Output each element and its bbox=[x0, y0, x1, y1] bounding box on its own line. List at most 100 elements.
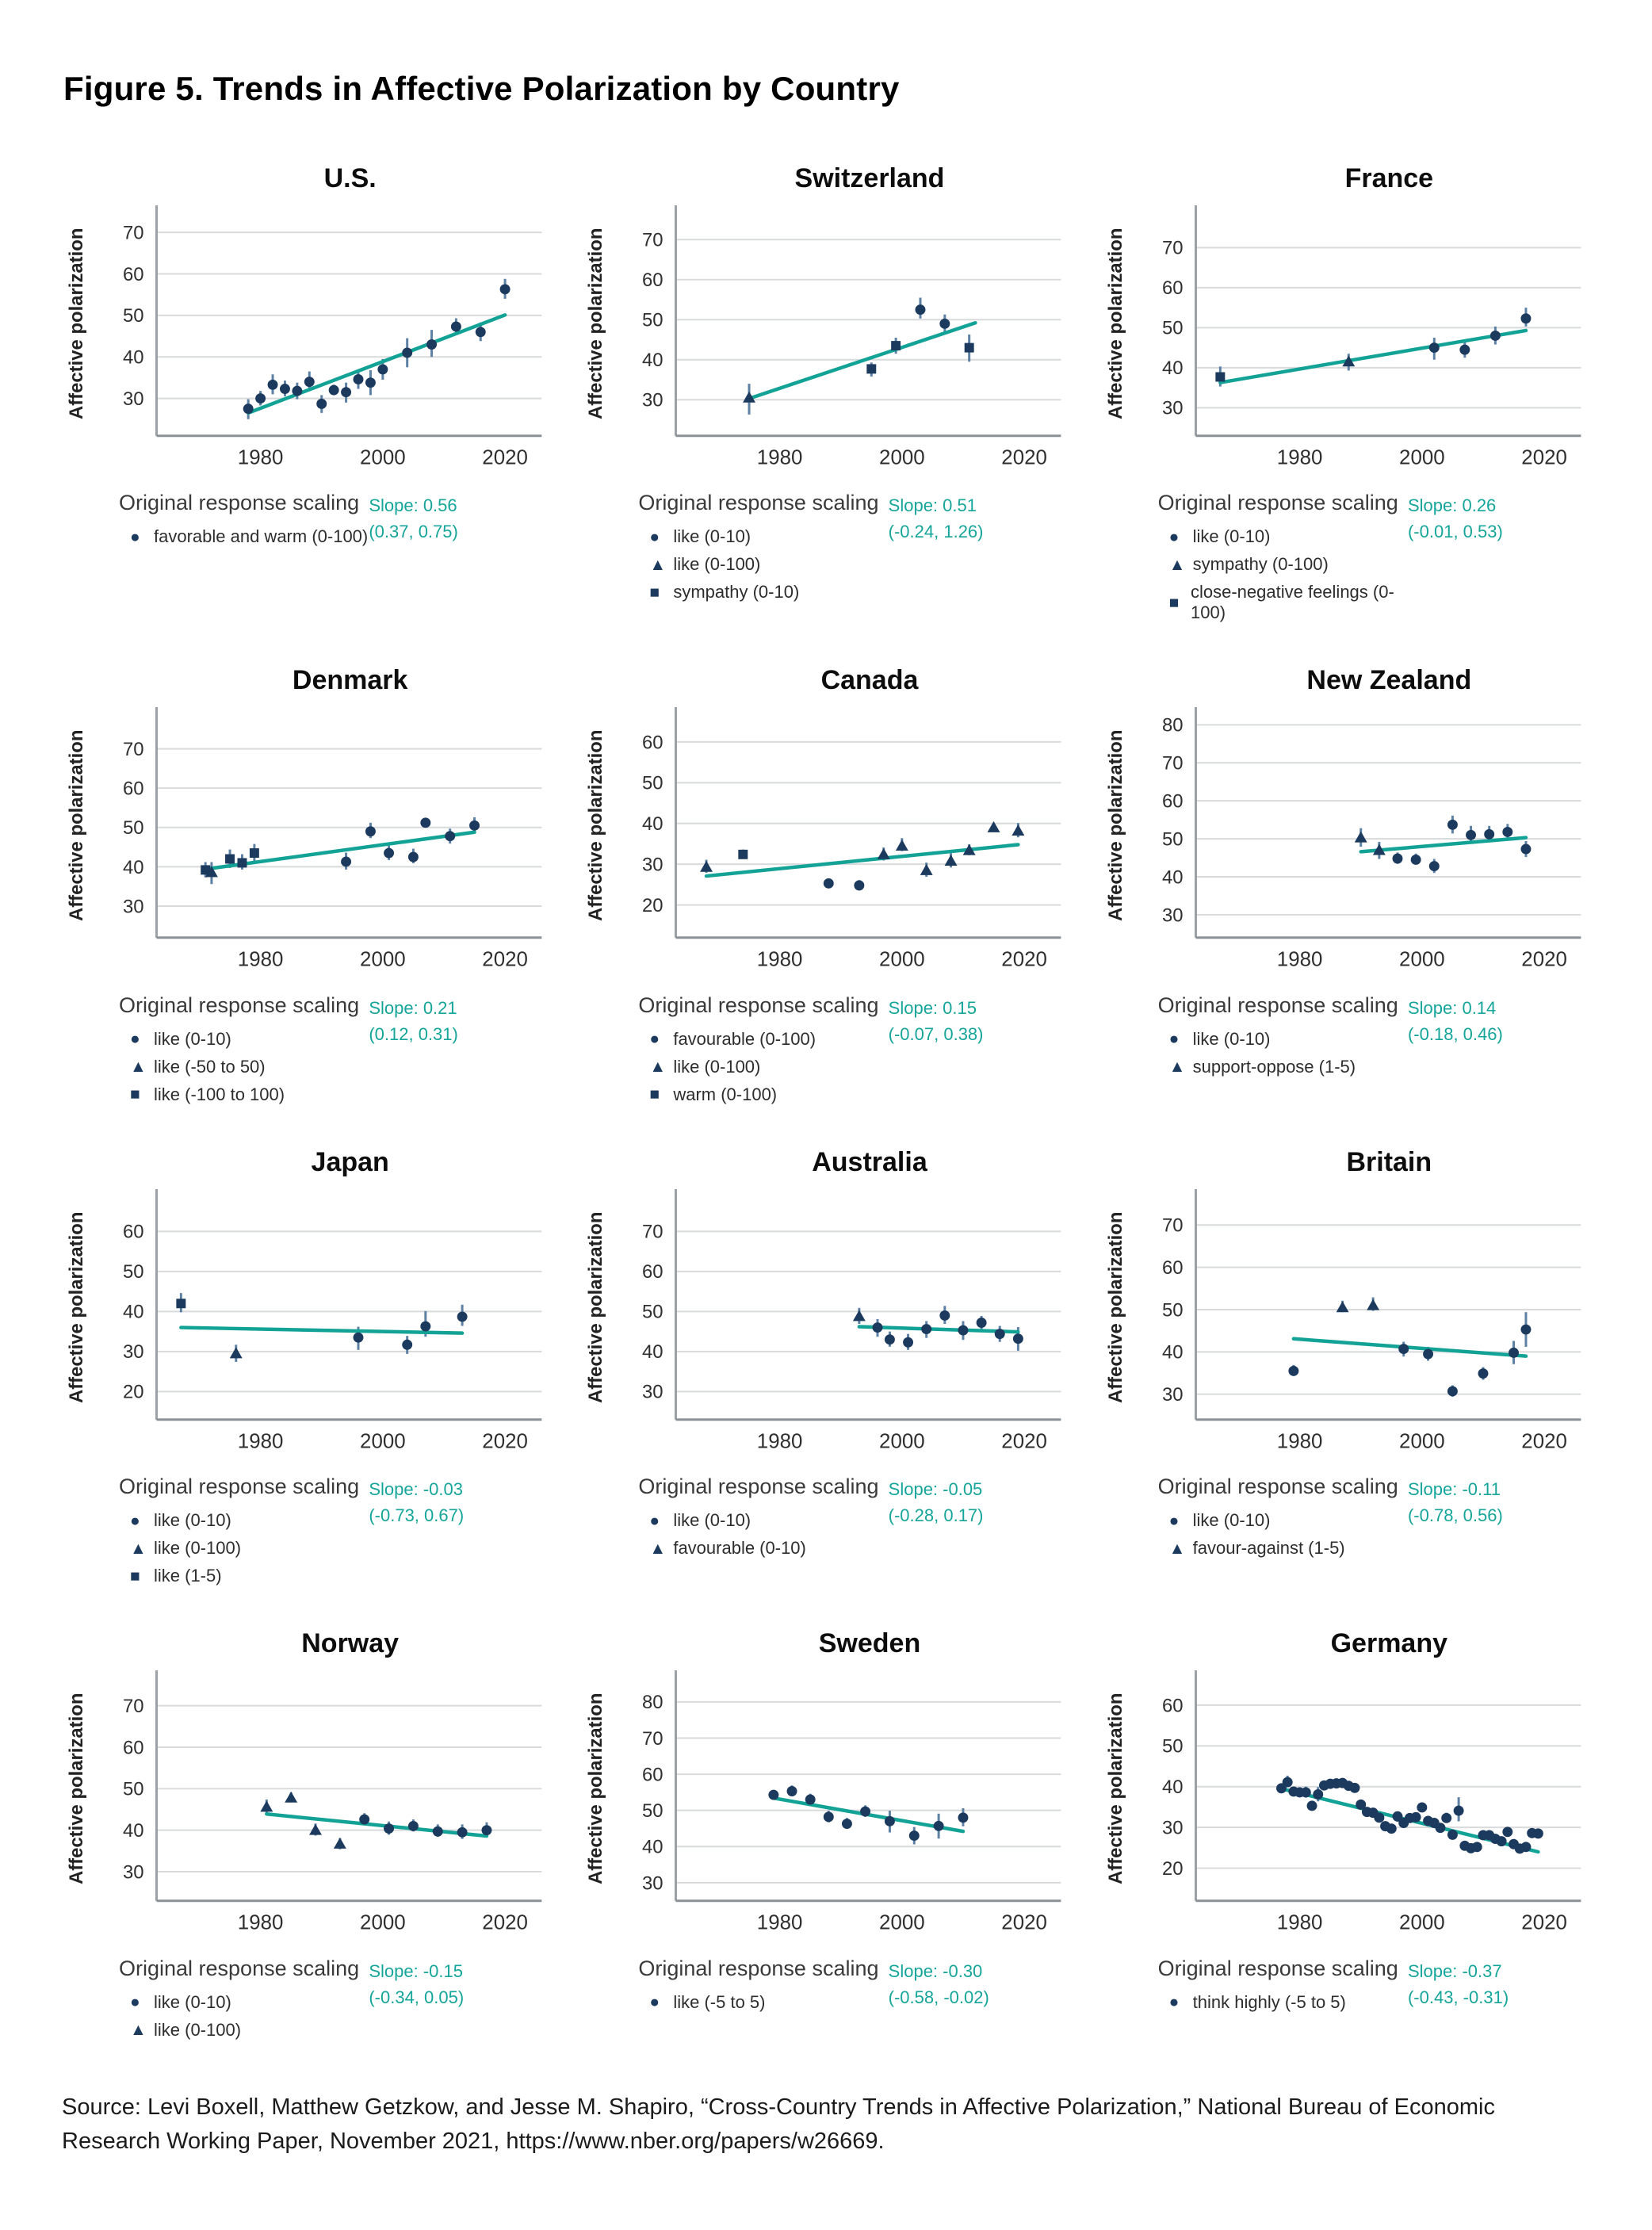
y-tick-label: 70 bbox=[123, 222, 144, 243]
legend-item-label: like (1-5) bbox=[154, 1566, 222, 1586]
legend-item: ■ sympathy (0-10) bbox=[649, 582, 888, 602]
legend-item: ▲ favour-against (1-5) bbox=[1169, 1538, 1408, 1559]
data-points bbox=[201, 817, 480, 878]
legend-item: ▲ favourable (0-10) bbox=[649, 1538, 888, 1559]
square-marker-icon: ■ bbox=[130, 1566, 140, 1585]
x-tick-label: 1980 bbox=[1276, 1430, 1322, 1452]
figure-title: Figure 5. Trends in Affective Polarizati… bbox=[63, 70, 900, 107]
gridlines bbox=[156, 231, 542, 400]
data-points bbox=[853, 1310, 1024, 1348]
y-tick-label: 60 bbox=[642, 1261, 663, 1283]
data-points bbox=[743, 304, 974, 403]
x-tick-label: 2020 bbox=[482, 949, 528, 971]
y-axis-label: Affective polarization bbox=[66, 730, 87, 921]
y-tick-label: 80 bbox=[642, 1693, 663, 1714]
country-title: Britain bbox=[1346, 1146, 1432, 1177]
slope-annotation: Slope: 0.51 (-0.24, 1.26) bbox=[889, 491, 1071, 610]
slope-annotation: Slope: 0.21 (0.12, 0.31) bbox=[369, 993, 551, 1112]
country-title: Germany bbox=[1330, 1628, 1448, 1659]
data-points bbox=[768, 1786, 969, 1842]
country-panel: Australia 30 40 50 60 70 1980 2000 2020 Affectiv… bbox=[581, 1147, 1070, 1593]
circle-marker-icon: ● bbox=[1168, 1993, 1180, 2012]
legend-item-label: like (0-10) bbox=[154, 1510, 231, 1531]
data-points bbox=[260, 1792, 492, 1849]
x-tick-label: 1980 bbox=[757, 1430, 803, 1452]
x-tick-label: 2020 bbox=[482, 1912, 528, 1934]
data-points bbox=[176, 1299, 468, 1359]
legend-item: ▲ support-oppose (1-5) bbox=[1169, 1057, 1408, 1077]
x-tick-label: 1980 bbox=[238, 1912, 284, 1934]
legend-item: ● like (0-10) bbox=[1169, 526, 1408, 547]
slope-ci: (-0.24, 1.26) bbox=[888, 522, 984, 542]
x-tick-label: 2000 bbox=[1399, 1912, 1445, 1934]
legend-item: ▲ like (-50 to 50) bbox=[130, 1057, 369, 1077]
y-tick-label: 30 bbox=[642, 1382, 663, 1403]
gridlines bbox=[1195, 1224, 1581, 1395]
x-tick-label: 2000 bbox=[360, 1430, 406, 1452]
slope-annotation: Slope: -0.05 (-0.28, 0.17) bbox=[889, 1475, 1071, 1566]
x-tick-label: 2000 bbox=[879, 1912, 925, 1934]
y-tick-label: 70 bbox=[642, 230, 663, 251]
y-axis-label: Affective polarization bbox=[585, 730, 606, 921]
gridlines bbox=[675, 1230, 1061, 1393]
legend: ● like (0-10) ▲ support-oppose (1-5) bbox=[1158, 1029, 1408, 1077]
scatter-plot: 30 40 50 60 70 1980 2000 2020 Affective polariza… bbox=[1105, 205, 1581, 469]
data-points bbox=[243, 284, 511, 415]
slope-ci: (-0.18, 0.46) bbox=[1407, 1023, 1503, 1044]
legend-item: ▲ sympathy (0-100) bbox=[1169, 554, 1408, 575]
x-tick-label: 2000 bbox=[879, 1430, 925, 1452]
scatter-plot: 30 40 50 60 70 80 1980 2000 2020 Affective polari… bbox=[1105, 707, 1581, 971]
slope-annotation: Slope: -0.37 (-0.43, -0.31) bbox=[1408, 1957, 1590, 2020]
x-tick-label: 1980 bbox=[757, 447, 803, 469]
y-axis-label: Affective polarization bbox=[1105, 228, 1126, 419]
trend-line bbox=[1218, 328, 1528, 384]
y-tick-label: 30 bbox=[123, 388, 144, 410]
y-tick-label: 20 bbox=[642, 895, 663, 916]
legend-item-label: support-oppose (1-5) bbox=[1192, 1056, 1356, 1077]
y-tick-label: 50 bbox=[123, 818, 144, 840]
circle-marker-icon: ● bbox=[1168, 1030, 1180, 1049]
x-tick-label: 1980 bbox=[757, 949, 803, 971]
legend-item: ▲ like (0-100) bbox=[649, 1057, 888, 1077]
legend-item-label: warm (0-100) bbox=[673, 1084, 778, 1104]
slope-annotation: Slope: -0.15 (-0.34, 0.05) bbox=[369, 1957, 551, 2048]
legend-heading: Original response scaling bbox=[1157, 1475, 1398, 1499]
scatter-plot: 30 40 50 60 70 1980 2000 2020 Affective polariza… bbox=[585, 205, 1061, 469]
slope-annotation: Slope: 0.14 (-0.18, 0.46) bbox=[1408, 993, 1590, 1084]
legend-item: ▲ like (0-100) bbox=[649, 554, 888, 575]
country-title: Switzerland bbox=[794, 163, 945, 193]
legend-item-label: favorable and warm (0-100) bbox=[154, 526, 369, 547]
legend: ● like (-5 to 5) bbox=[638, 1992, 888, 2013]
y-axis-label: Affective polarization bbox=[1105, 1693, 1126, 1884]
legend-heading: Original response scaling bbox=[1157, 1956, 1398, 1980]
country-panel: New Zealand 30 40 50 60 70 80 1980 2000 2020 Affe… bbox=[1101, 665, 1590, 1111]
slope-ci: (-0.43, -0.31) bbox=[1407, 1987, 1509, 2007]
legend: ● like (0-10) ▲ like (0-100) bbox=[119, 1992, 369, 2041]
x-tick-label: 2000 bbox=[360, 447, 406, 469]
legend: ● like (0-10) ▲ like (0-100) ■ sympathy (0-10… bbox=[638, 526, 888, 602]
legend-heading: Original response scaling bbox=[119, 993, 360, 1017]
triangle-marker-icon: ▲ bbox=[649, 555, 667, 574]
legend-block: Original response scaling ● like (0-10) ▲ s… bbox=[1101, 993, 1590, 1084]
legend-block: Original response scaling ● like (0-10) ▲ f… bbox=[581, 1475, 1070, 1566]
legend-item: ● like (-5 to 5) bbox=[649, 1992, 888, 2013]
legend-item-label: like (-50 to 50) bbox=[154, 1056, 266, 1077]
gridlines bbox=[156, 1704, 542, 1873]
legend: ● like (0-10) ▲ sympathy (0-100) ■ close-nega… bbox=[1158, 526, 1408, 623]
y-tick-label: 70 bbox=[642, 1222, 663, 1243]
slope-value: Slope: -0.15 bbox=[369, 1960, 463, 1981]
legend: ● favorable and warm (0-100) bbox=[119, 526, 369, 547]
x-tick-label: 2020 bbox=[1521, 1912, 1567, 1934]
y-tick-label: 40 bbox=[123, 1820, 144, 1842]
gridlines bbox=[675, 741, 1061, 907]
slope-annotation: Slope: -0.30 (-0.58, -0.02) bbox=[889, 1957, 1071, 2020]
legend-item-label: favour-against (1-5) bbox=[1192, 1538, 1345, 1559]
slope-value: Slope: -0.03 bbox=[369, 1479, 463, 1500]
y-tick-label: 30 bbox=[123, 1341, 144, 1363]
x-tick-label: 1980 bbox=[238, 949, 284, 971]
y-tick-label: 60 bbox=[123, 778, 144, 800]
circle-marker-icon: ● bbox=[130, 527, 140, 546]
y-tick-label: 50 bbox=[1162, 1299, 1184, 1321]
triangle-marker-icon: ▲ bbox=[1168, 555, 1186, 574]
circle-marker-icon: ● bbox=[649, 1993, 660, 2012]
